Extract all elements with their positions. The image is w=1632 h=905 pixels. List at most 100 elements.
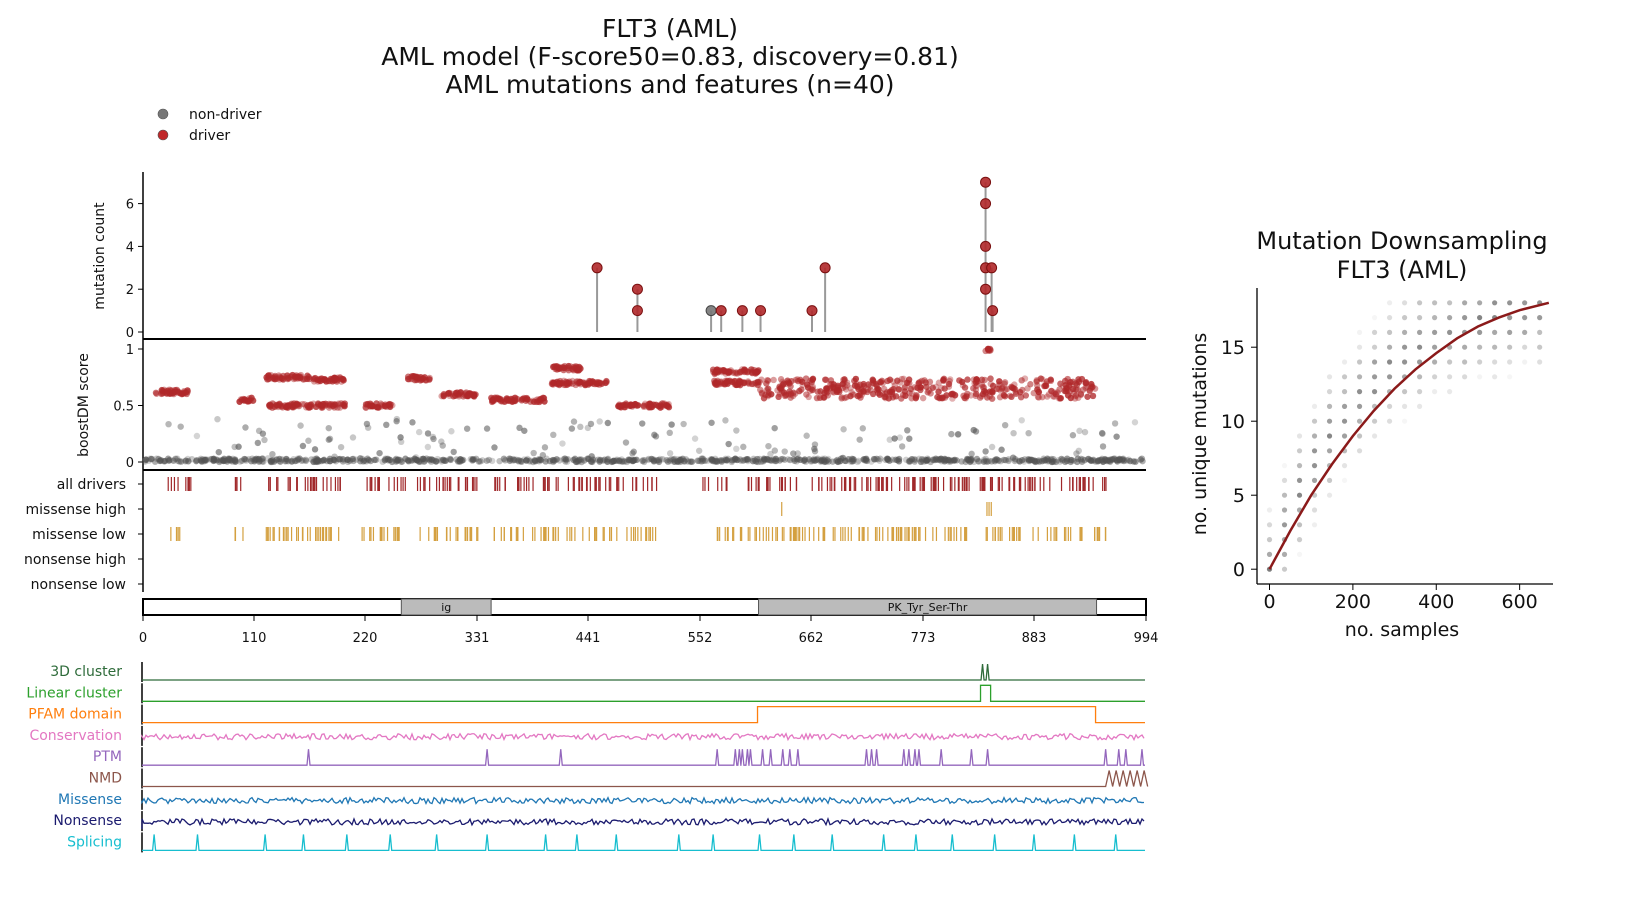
downsampling-point — [1507, 344, 1513, 350]
boost-point-driver — [841, 376, 848, 383]
downsampling-point — [1296, 448, 1303, 454]
downsampling-point — [1537, 329, 1543, 335]
boost-point-nondriver — [876, 457, 883, 464]
boost-point-nondriver — [1102, 457, 1110, 464]
boost-point-nondriver — [674, 458, 681, 465]
boost-point-nondriver — [231, 443, 238, 451]
boost-point-driver — [951, 391, 959, 399]
chart-title: FLT3 (AML) — [601, 14, 739, 43]
boost-point-nondriver — [148, 455, 155, 463]
boost-point-nondriver — [524, 455, 531, 463]
downsampling-point — [1281, 492, 1288, 498]
boost-point-nondriver — [269, 450, 276, 458]
boost-point-driver — [504, 396, 512, 403]
downsampling-point — [1416, 344, 1423, 350]
boost-point-driver — [806, 387, 814, 395]
boost-point-nondriver — [891, 435, 898, 442]
boost-point-driver — [770, 376, 777, 384]
downsampling-point — [1522, 359, 1528, 365]
boost-point-driver — [317, 377, 324, 385]
downsampling-point — [1326, 418, 1333, 424]
boost-point-nondriver — [1131, 419, 1139, 426]
boost-point-driver — [946, 377, 953, 385]
downsampling-point — [1311, 403, 1318, 409]
boost-point-nondriver — [663, 457, 670, 464]
boost-point-driver — [945, 380, 953, 388]
feature-line — [141, 796, 1145, 806]
boost-point-driver — [895, 385, 902, 393]
boost-point-driver — [338, 378, 345, 385]
boost-point-nondriver — [430, 435, 437, 443]
boost-point-nondriver — [898, 443, 906, 450]
boost-point-driver — [987, 380, 994, 388]
boost-point-nondriver — [1001, 456, 1009, 464]
boost-point-nondriver — [1073, 450, 1080, 457]
boost-point-driver — [935, 388, 942, 396]
boost-point-driver — [799, 381, 806, 389]
boost-point-driver — [581, 380, 588, 388]
downsampling-point — [1507, 359, 1513, 365]
boost-point-nondriver — [1075, 447, 1082, 455]
boost-point-driver — [980, 384, 988, 391]
downsampling-point — [1341, 463, 1348, 469]
boost-point-nondriver — [794, 450, 801, 457]
boost-point-nondriver — [428, 458, 435, 466]
boost-point-nondriver — [255, 458, 263, 465]
legend-label-non-driver: non-driver — [189, 107, 262, 123]
boost-point-driver — [895, 386, 903, 393]
boost-ytick-label: 0 — [126, 456, 134, 471]
protein-xtick-label: 110 — [242, 631, 267, 646]
downsampling-point — [1311, 463, 1318, 469]
boost-point-driver — [822, 376, 829, 383]
boost-point-nondriver — [886, 436, 893, 443]
downsampling-point — [1401, 329, 1408, 335]
boost-point-driver — [888, 388, 896, 396]
feature-line — [142, 705, 1145, 724]
downsampling-point — [1326, 389, 1333, 395]
boost-point-driver — [864, 386, 872, 393]
downsampling-point — [1416, 389, 1423, 395]
boost-point-nondriver — [968, 457, 975, 464]
boost-point-nondriver — [408, 457, 415, 464]
needle-head-driver — [980, 240, 992, 252]
boost-point-driver — [987, 346, 994, 354]
boost-point-nondriver — [805, 456, 813, 463]
boost-point-driver — [1018, 377, 1025, 384]
boost-point-driver — [172, 387, 180, 395]
boost-point-nondriver — [197, 456, 204, 464]
boost-point-nondriver — [1062, 458, 1069, 466]
boost-point-nondriver — [182, 458, 189, 465]
boost-point-nondriver — [802, 458, 810, 465]
boost-point-nondriver — [577, 423, 584, 431]
boost-point-driver — [976, 394, 984, 401]
downsampling-point — [1311, 507, 1318, 513]
downsampling-point — [1401, 403, 1408, 409]
track-label: missense low — [32, 527, 126, 543]
downsampling-point — [1311, 433, 1318, 439]
boost-point-driver — [657, 402, 665, 409]
boost-point-driver — [803, 391, 810, 398]
boost-point-driver — [1082, 384, 1089, 391]
boost-point-nondriver — [549, 456, 557, 464]
boost-point-nondriver — [722, 456, 730, 464]
boost-point-driver — [1035, 394, 1042, 401]
boost-point-nondriver — [193, 432, 201, 440]
boost-point-nondriver — [153, 455, 160, 462]
protein-xtick-label: 0 — [139, 631, 147, 646]
boost-point-nondriver — [778, 455, 785, 463]
boost-point-nondriver — [821, 455, 828, 462]
boost-point-driver — [809, 384, 816, 392]
boost-point-nondriver — [744, 455, 752, 463]
boost-point-nondriver — [1111, 420, 1119, 427]
downsampling-point — [1326, 477, 1333, 483]
feature-label: PFAM domain — [28, 707, 122, 723]
boost-point-driver — [929, 384, 936, 391]
downsampling-point — [1356, 433, 1363, 439]
downsampling-ytick-label: 5 — [1233, 485, 1245, 507]
boost-point-driver — [556, 377, 564, 385]
boost-point-nondriver — [1044, 455, 1052, 463]
boost-point-nondriver — [822, 458, 830, 465]
boost-point-nondriver — [1025, 429, 1032, 437]
boost-point-driver — [915, 379, 923, 386]
boost-point-nondriver — [174, 457, 181, 465]
